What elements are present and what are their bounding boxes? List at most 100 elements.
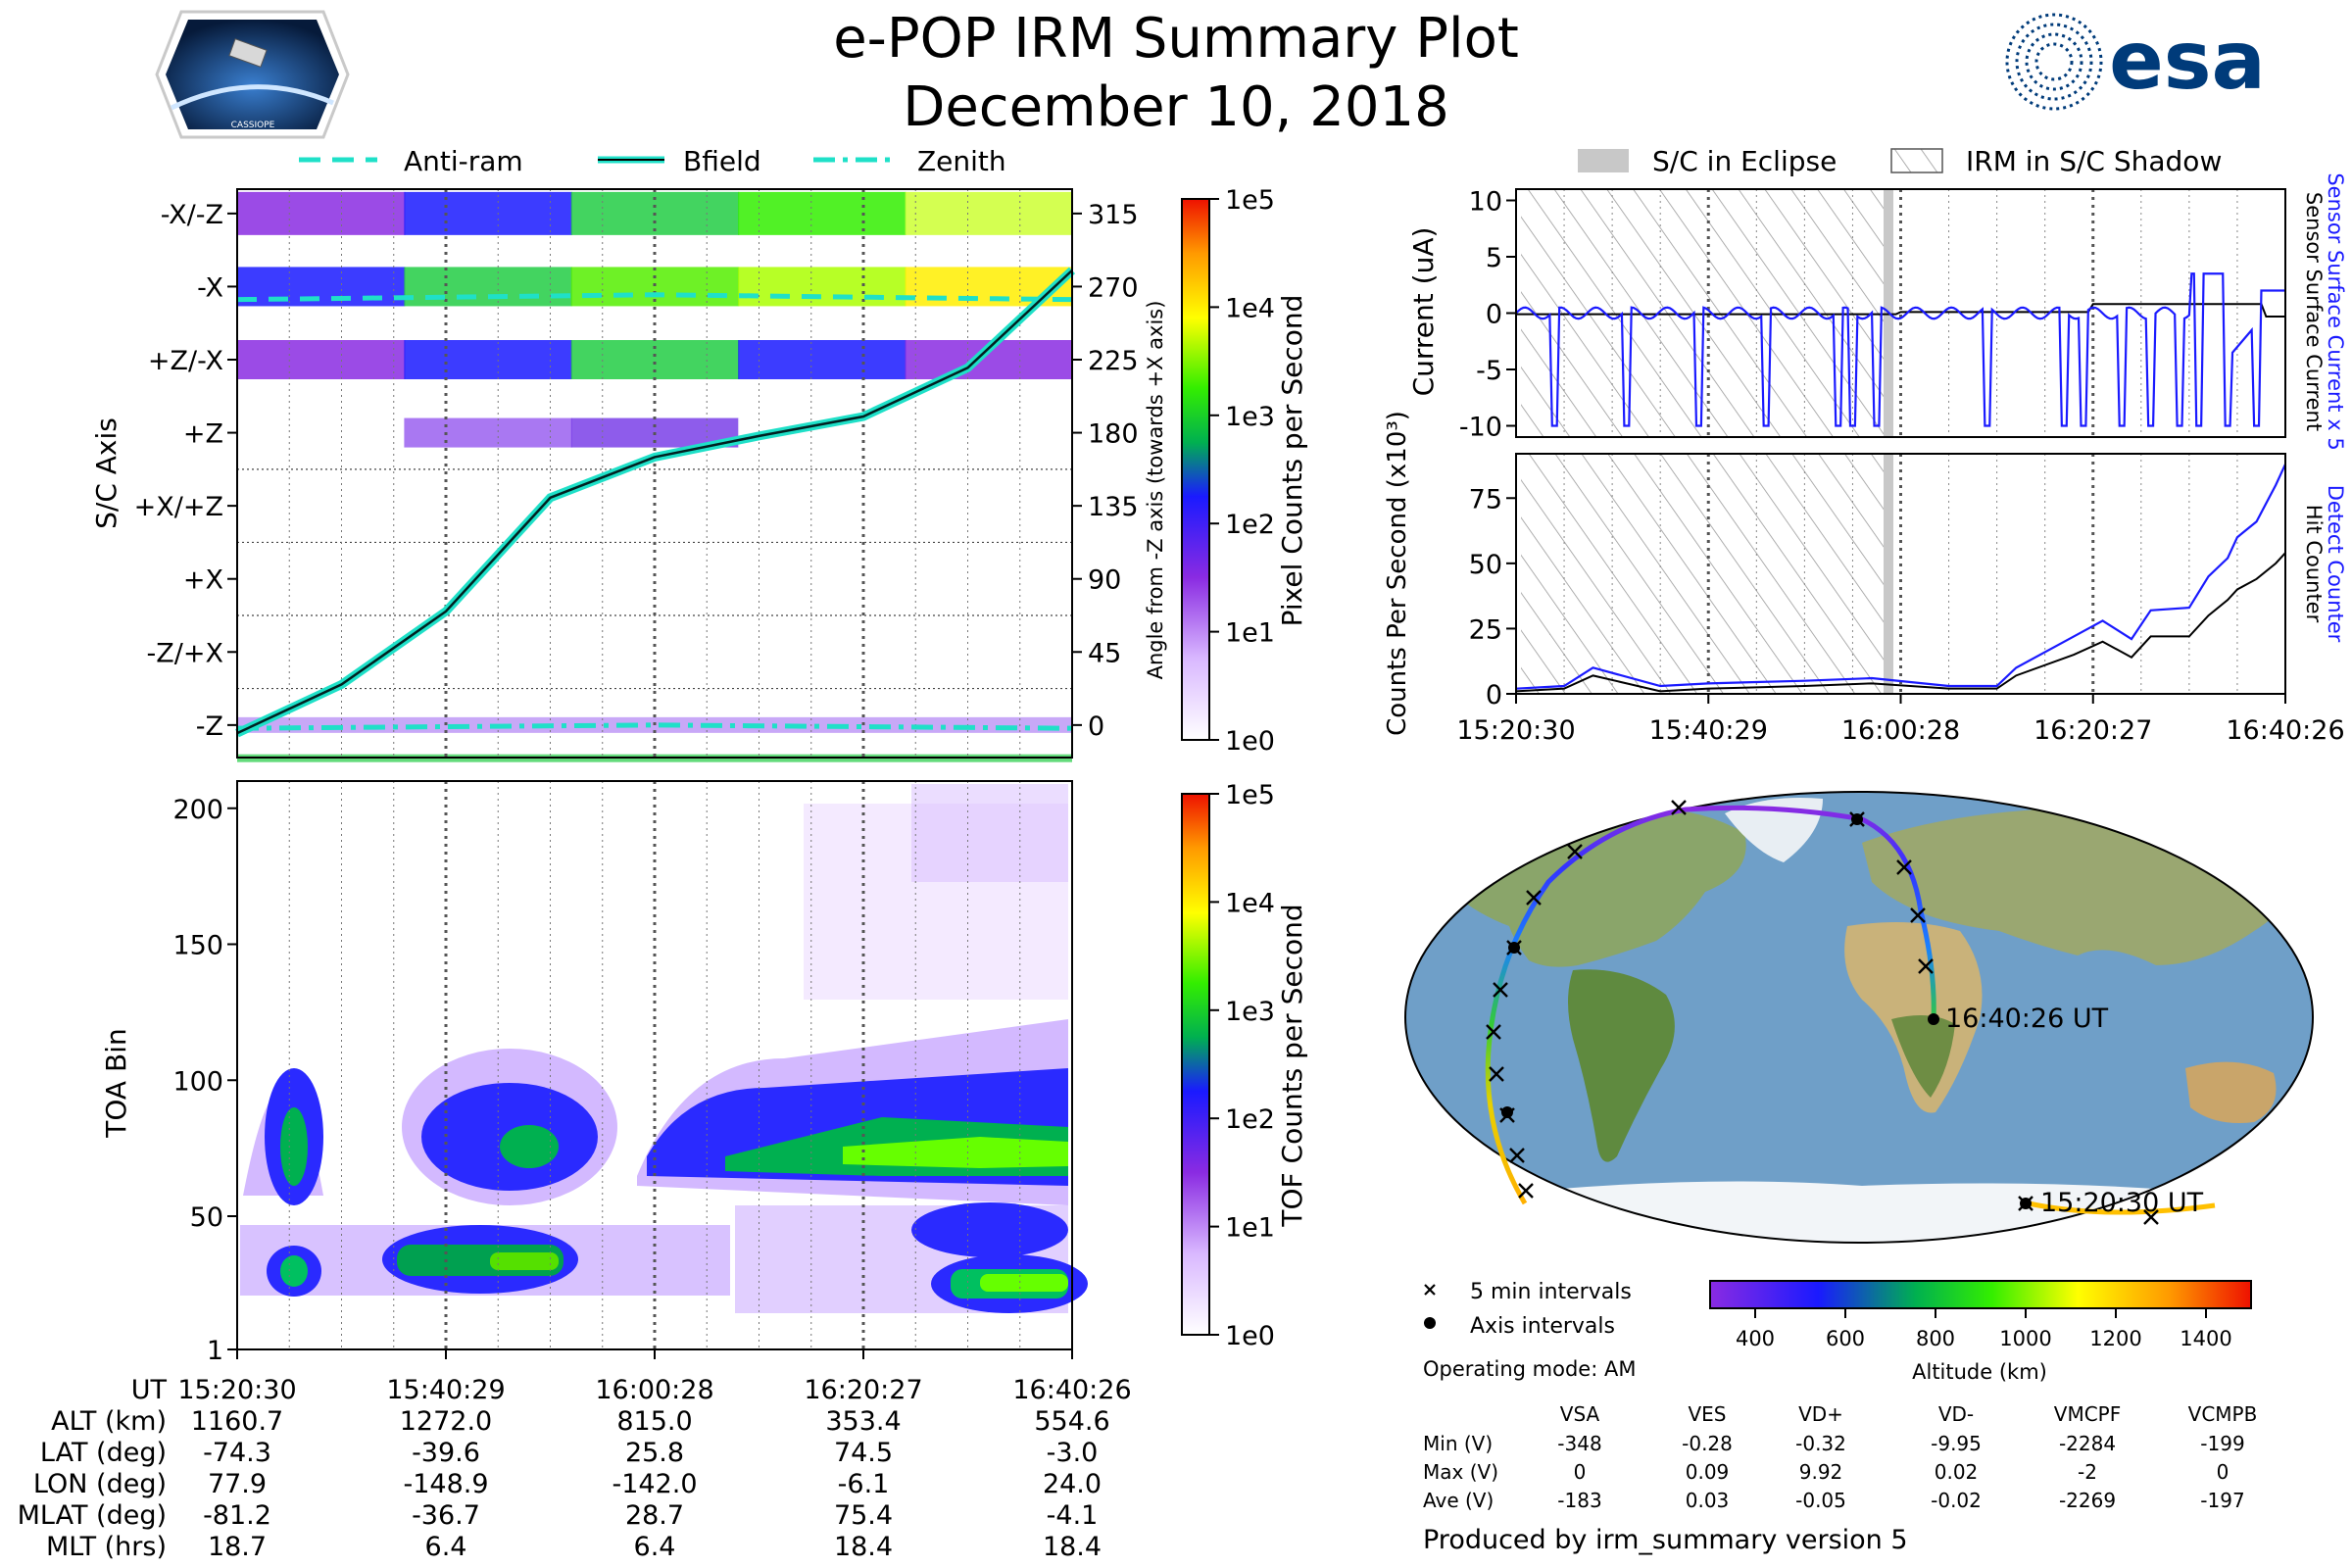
ut-cell: 24.0 <box>1043 1469 1102 1499</box>
voltage-cell: -199 <box>2200 1432 2244 1455</box>
pixel-band-cell <box>738 191 906 235</box>
colorbar-tick-label: 1e0 <box>1225 1321 1275 1351</box>
pixel-counts-heatmap <box>237 191 1073 762</box>
south-america <box>1568 969 1675 1162</box>
anti-ram-line <box>236 292 1073 303</box>
ut-time-label: 15:20:30 <box>177 1375 296 1405</box>
voltage-cell: -0.28 <box>1682 1432 1733 1455</box>
ut-cell: -74.3 <box>203 1438 271 1468</box>
counts-xtick-label: 15:40:29 <box>1649 715 1768 746</box>
voltage-cell: -348 <box>1557 1432 1601 1455</box>
pixel-counts-right-label: Angle from -Z axis (towards +X axis) <box>1144 301 1167 680</box>
ut-cell: -3.0 <box>1047 1438 1099 1468</box>
legend-axis-label: Axis intervals <box>1470 1314 1615 1339</box>
greenland <box>1725 798 1823 862</box>
current-panel: 10 5 0 -5 -10 Current (uA) Sensor Surface Cu… <box>1407 172 2347 450</box>
ut-cell: -6.1 <box>838 1469 890 1499</box>
counts-right-label-primary: Detect Counter <box>2324 485 2347 643</box>
ut-row-label: LAT (deg) <box>40 1438 167 1468</box>
pixel-category-label: -X/-Z <box>161 200 223 230</box>
axis-interval-icon <box>1424 1317 1436 1329</box>
ut-row-label: ALT (km) <box>51 1406 167 1437</box>
pixel-right-tick-label: 270 <box>1088 272 1139 303</box>
pixel-band-cell <box>237 417 406 448</box>
pixel-band-cell <box>404 340 572 379</box>
counts-right-label-secondary: Hit Counter <box>2302 505 2326 623</box>
satellite-icon <box>228 38 268 68</box>
pixel-band-cell <box>404 267 572 307</box>
colorbar-tick-label: 1e4 <box>1225 293 1275 323</box>
legend-5min-label: 5 min intervals <box>1470 1280 1632 1304</box>
top-legend: Anti-ram Bfield Zenith <box>299 145 1006 177</box>
ut-row-label: LON (deg) <box>33 1469 167 1499</box>
ut-cell: 75.4 <box>834 1500 893 1531</box>
ut-cell: -81.2 <box>203 1500 271 1531</box>
tof-ytick-label: 50 <box>190 1202 223 1233</box>
tof-ytick-label: 150 <box>172 931 223 961</box>
tof-counts-colorbar-label: TOF Counts per Second <box>1276 904 1308 1227</box>
counts-eclipse-region <box>1884 454 1893 694</box>
altitude-tick-label: 800 <box>1916 1327 1955 1350</box>
voltage-row-label: Ave (V) <box>1423 1489 1494 1512</box>
cassiope-logo-text: CASSIOPE <box>231 121 275 130</box>
voltage-cell: 0.09 <box>1686 1460 1730 1484</box>
esa-logo: esa <box>2005 13 2266 111</box>
colorbar-tick-label: 1e5 <box>1225 185 1275 216</box>
voltage-header: VD- <box>1938 1402 1974 1426</box>
voltage-cell: 0.03 <box>1686 1489 1730 1512</box>
altitude-tick-label: 1000 <box>1999 1327 2051 1350</box>
ut-cell: -4.1 <box>1047 1500 1099 1531</box>
counts-xtick-label: 16:40:26 <box>2226 715 2344 746</box>
pixel-category-label: +Z <box>183 419 223 450</box>
voltage-header: VSA <box>1560 1402 1600 1426</box>
ut-cell: 6.4 <box>425 1532 467 1562</box>
altitude-tick-label: 600 <box>1826 1327 1865 1350</box>
pixel-band-cell <box>237 191 406 235</box>
five-minute-marker-icon <box>1424 1284 1436 1296</box>
current-right-label-primary: Sensor Surface Current x 5 <box>2324 172 2347 450</box>
ut-cell: 1272.0 <box>400 1406 492 1437</box>
hit-counter-line <box>1515 552 2286 693</box>
altitude-tick-label: 1400 <box>2180 1327 2231 1350</box>
legend-zenith-label: Zenith <box>917 145 1006 177</box>
colorbar-tick-label: 1e2 <box>1225 510 1275 540</box>
counts-ytick-label: 25 <box>1469 614 1502 645</box>
ut-cell: 815.0 <box>616 1406 692 1437</box>
pixel-band-cell <box>404 191 572 235</box>
pixel-right-tick-label: 135 <box>1088 492 1139 522</box>
pixel-counts-colorbar: 1e5 1e4 1e3 1e2 1e1 1e0 Pixel Counts per Seco… <box>1181 185 1308 757</box>
voltage-cell: -2 <box>2078 1460 2097 1484</box>
voltage-header: VES <box>1688 1402 1726 1426</box>
ut-cell: -142.0 <box>612 1469 697 1499</box>
current-right-label-secondary: Sensor Surface Current <box>2302 192 2326 431</box>
counts-ytick-label: 75 <box>1469 484 1502 514</box>
counts-ytick-label: 0 <box>1486 680 1502 710</box>
colorbar-tick-label: 1e3 <box>1225 997 1275 1027</box>
tof-counts-heatmap <box>240 784 1088 1313</box>
ut-cell: 554.6 <box>1034 1406 1109 1437</box>
orbit-track-start <box>2028 1200 2216 1215</box>
ut-time-label: 16:20:27 <box>804 1375 922 1405</box>
ut-cell: -36.7 <box>412 1500 480 1531</box>
voltage-cell: 9.92 <box>1799 1460 1843 1484</box>
altitude-tick-label: 1200 <box>2089 1327 2141 1350</box>
voltage-cell: -9.95 <box>1931 1432 1982 1455</box>
tof-counts-ylabel: TOA Bin <box>100 1028 132 1138</box>
ut-cell: 18.4 <box>1043 1532 1102 1562</box>
current-ytick-label: -10 <box>1459 413 1502 443</box>
altitude-label: Altitude (km) <box>1912 1360 2047 1384</box>
pixel-counts-panel: -X/-Z -X +Z/-X +Z +X/+Z +X -Z/+X -Z 315 270 225 18… <box>90 188 1167 762</box>
ut-row-label: MLAT (deg) <box>18 1500 167 1531</box>
counts-xtick-label: 15:20:30 <box>1456 715 1575 746</box>
colorbar-tick-label: 1e5 <box>1225 780 1275 810</box>
colorbar-tick-label: 1e2 <box>1225 1104 1275 1135</box>
ut-cell: 6.4 <box>634 1532 676 1562</box>
pixel-right-tick-label: 45 <box>1088 638 1121 668</box>
voltage-cell: -0.32 <box>1795 1432 1846 1455</box>
pixel-category-label: -X <box>197 272 223 303</box>
voltage-row-label: Max (V) <box>1423 1460 1498 1484</box>
map-start-label: 15:20:30 UT <box>2040 1188 2204 1218</box>
orbit-map: 16:40:26 UT 15:20:30 UT <box>1404 791 2314 1244</box>
counts-xtick-label: 16:00:28 <box>1841 715 1960 746</box>
